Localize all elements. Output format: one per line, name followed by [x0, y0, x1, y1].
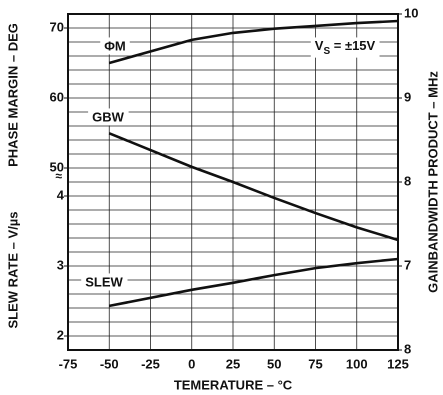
series-label: SLEW — [85, 274, 123, 289]
series-label: ΦM — [104, 38, 126, 53]
x-tick-label: 125 — [387, 356, 409, 371]
y3-tick-label: 2 — [57, 327, 64, 342]
y2-tick-label: 9 — [404, 89, 411, 104]
y-tick-label: 60 — [50, 89, 64, 104]
y3-tick-label: 4 — [57, 187, 65, 202]
y-axis-label: SLEW RATE – V/µs — [5, 211, 20, 328]
label-background — [81, 273, 128, 291]
axis-break: ≈ — [55, 169, 62, 183]
x-tick-label: 50 — [267, 356, 281, 371]
x-tick-label: -50 — [100, 356, 119, 371]
series-line — [109, 257, 399, 308]
y-axis-label: PHASE MARGIN – DEG — [5, 23, 20, 167]
series-label: GBW — [92, 109, 125, 124]
y3-tick-label: 3 — [57, 257, 64, 272]
y2-axis-label: GAINBANDWIDTH PRODUCT – MHz — [425, 71, 440, 293]
label-background — [100, 37, 130, 55]
y2-tick-label: 7 — [404, 257, 411, 272]
y-tick-label: 50 — [50, 159, 64, 174]
label-background — [310, 37, 380, 58]
label-background — [88, 108, 129, 126]
x-tick-label: 100 — [346, 356, 368, 371]
y2-tick-label: 8 — [404, 173, 411, 188]
x-tick-label: 25 — [226, 356, 240, 371]
x-tick-label: -25 — [141, 356, 160, 371]
x-tick-label: 75 — [308, 356, 322, 371]
annotation-subscript: S — [323, 46, 330, 57]
series-line — [108, 132, 399, 242]
y2-tick-label: 10 — [404, 5, 418, 20]
annotation: VS = ±15V — [315, 38, 376, 56]
series-line — [108, 19, 399, 65]
y-tick-label: 70 — [50, 19, 64, 34]
y2-tick-label: 8 — [404, 341, 411, 356]
annotation-text: = ±15V — [330, 38, 375, 53]
x-tick-label: -75 — [59, 356, 78, 371]
x-tick-label: 0 — [188, 356, 195, 371]
annotation-text: V — [315, 38, 324, 53]
x-axis-label: TEMERATURE – °C — [174, 377, 293, 392]
